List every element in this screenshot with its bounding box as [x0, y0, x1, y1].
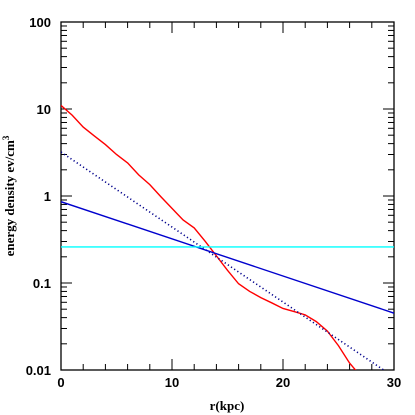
series-layer: [61, 104, 394, 370]
x-tick-label: 0: [57, 375, 64, 390]
plot-frame: [60, 21, 395, 371]
x-tick-label: 30: [387, 375, 401, 390]
y-axis-label-superscript: 3: [1, 135, 11, 140]
y-tick-label: 1: [44, 189, 51, 204]
tick-labels-layer: 0 10 20 30 0.01 0.1 1 10 100: [26, 15, 402, 390]
x-axis-label: r(kpc): [210, 398, 245, 413]
y-tick-label: 100: [29, 15, 51, 30]
y-axis-label-main: energy density ev/cm: [2, 140, 17, 256]
series-line-2: [61, 151, 386, 370]
series-line-1: [61, 104, 357, 370]
y-tick-label: 0.01: [26, 363, 51, 378]
x-tick-label: 10: [165, 375, 179, 390]
ticks-layer: [60, 22, 395, 371]
series-line-3: [61, 201, 394, 314]
x-tick-label: 20: [276, 375, 290, 390]
y-axis-label: energy density ev/cm3: [1, 135, 17, 256]
y-tick-label: 0.1: [33, 276, 51, 291]
y-tick-label: 10: [37, 102, 51, 117]
